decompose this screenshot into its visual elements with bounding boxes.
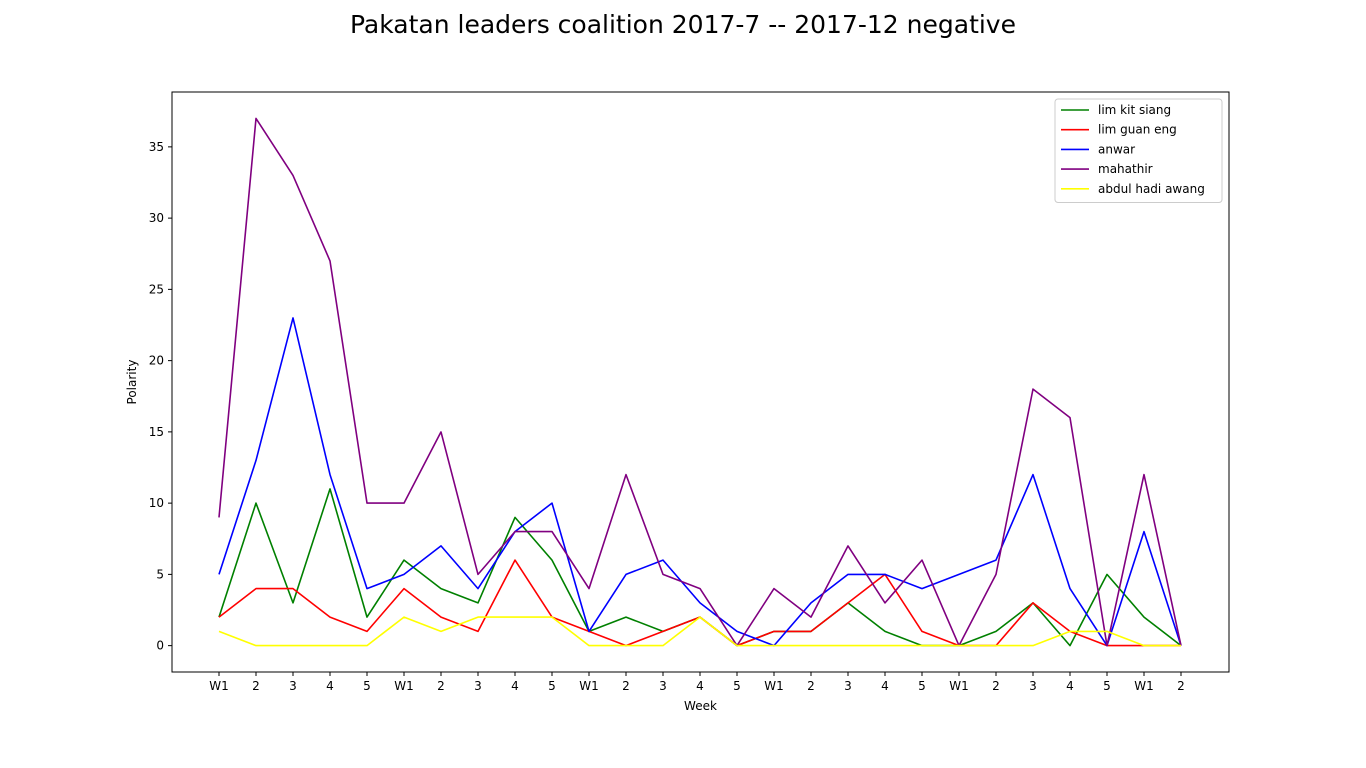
- series-line-abdul-hadi-awang: [218, 616, 1181, 647]
- x-tick-label: 3: [844, 679, 852, 693]
- x-tick-label: 3: [1029, 679, 1037, 693]
- axis-ticks: W1 2 3 4 5 W1 2 3 4 5 W1 2 3 4 5 W1 2 3 4 5 W1 2 3 4 5 W1 20510152…: [149, 140, 1185, 693]
- x-tick-label: 2: [622, 679, 630, 693]
- x-tick-label: 2: [252, 679, 260, 693]
- x-tick-label: 2: [992, 679, 1000, 693]
- x-tick-label: 4: [1066, 679, 1074, 693]
- legend-label-lim-kit-siang: lim kit siang: [1098, 103, 1171, 117]
- x-tick-label: 2: [1177, 679, 1185, 693]
- series-line-anwar: [218, 317, 1182, 647]
- x-tick-label: 5: [548, 679, 556, 693]
- y-tick-label: 10: [149, 496, 164, 510]
- legend-label-mahathir: mahathir: [1098, 162, 1153, 176]
- y-tick-label: 15: [149, 425, 164, 439]
- x-tick-label: 4: [511, 679, 519, 693]
- legend-label-lim-guan-eng: lim guan eng: [1098, 123, 1177, 137]
- x-tick-label: 3: [659, 679, 667, 693]
- y-tick-label: 5: [156, 567, 164, 581]
- x-tick-label: W1: [579, 679, 599, 693]
- series-line-mahathir: [218, 117, 1182, 647]
- y-tick-label: 30: [149, 211, 164, 225]
- x-tick-label: W1: [949, 679, 969, 693]
- x-axis-label: Week: [684, 699, 717, 713]
- y-tick-label: 35: [149, 140, 164, 154]
- x-tick-label: 4: [326, 679, 334, 693]
- legend-label-abdul-hadi-awang: abdul hadi awang: [1098, 182, 1205, 196]
- y-tick-label: 0: [156, 639, 164, 653]
- legend: lim kit siang lim guan eng anwar mahathir ab…: [1054, 98, 1223, 203]
- x-tick-label: 5: [363, 679, 371, 693]
- x-tick-label: 2: [437, 679, 445, 693]
- x-tick-label: 4: [696, 679, 704, 693]
- plot-frame: [171, 91, 1230, 673]
- x-tick-label: 2: [807, 679, 815, 693]
- x-tick-label: W1: [209, 679, 229, 693]
- y-axis-label: Polarity: [125, 360, 139, 405]
- x-tick-label: 3: [474, 679, 482, 693]
- x-tick-label: 5: [1103, 679, 1111, 693]
- x-tick-label: 3: [289, 679, 297, 693]
- x-tick-label: W1: [764, 679, 784, 693]
- series-lines: [218, 117, 1182, 647]
- legend-label-anwar: anwar: [1098, 142, 1135, 156]
- x-tick-label: 5: [733, 679, 741, 693]
- y-tick-label: 25: [149, 282, 164, 296]
- x-tick-label: 4: [881, 679, 889, 693]
- chart-title: Pakatan leaders coalition 2017-7 -- 2017…: [349, 10, 1016, 39]
- x-tick-label: 5: [918, 679, 926, 693]
- legend-box: [1054, 98, 1223, 203]
- x-tick-label: W1: [1134, 679, 1154, 693]
- y-tick-label: 20: [149, 354, 164, 368]
- x-tick-label: W1: [394, 679, 414, 693]
